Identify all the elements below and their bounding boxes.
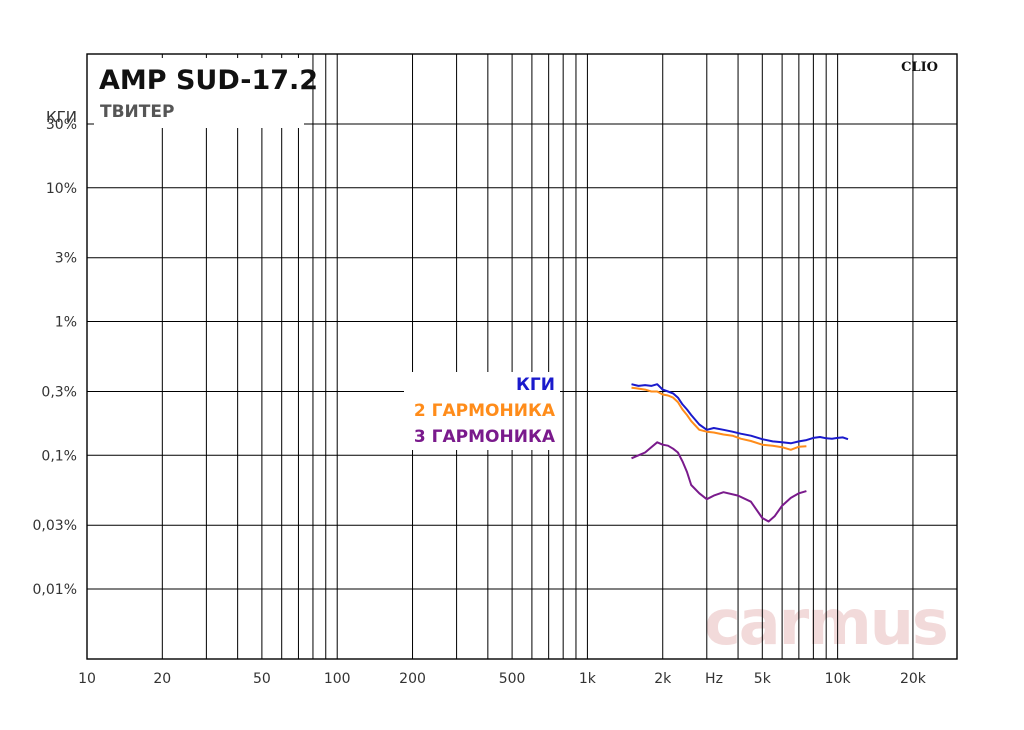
y-tick-label: 0,3% — [41, 384, 77, 400]
axis-ticks: 10 20 50 100 200 500 1k 2k 5k 10k 20k 30% 10% 3% 1% 0,3… — [33, 117, 927, 687]
series-line — [631, 383, 849, 445]
legend-item: 2 ГАРМОНИКА — [414, 401, 556, 421]
x-tick-label: 50 — [253, 671, 271, 687]
chart-subtitle: ТВИТЕР — [100, 102, 174, 122]
chart-title: AMP SUD-17.2 — [99, 65, 318, 96]
watermark-text: carmus — [704, 586, 947, 659]
y-tick-label: 10% — [46, 181, 77, 197]
x-tick-label: 100 — [324, 671, 351, 687]
brand-label: CLIO — [901, 60, 938, 75]
legend-background — [404, 372, 560, 450]
legend-item: 3 ГАРМОНИКА — [414, 427, 556, 447]
series-line — [631, 386, 807, 451]
chart-grid — [86, 53, 958, 660]
x-tick-label: 20 — [153, 671, 171, 687]
y-tick-label: 30% — [46, 117, 77, 133]
y-tick-label: 0,01% — [33, 582, 77, 598]
series-lines — [631, 383, 849, 523]
y-tick-label: 1% — [55, 315, 77, 331]
plot-frame — [86, 53, 958, 660]
y-tick-label: 0,03% — [33, 518, 77, 534]
title-background — [94, 58, 304, 128]
chart-legend: КГИ 2 ГАРМОНИКА 3 ГАРМОНИКА — [404, 372, 560, 450]
legend-item: КГИ — [516, 375, 555, 395]
y-tick-label: 0,1% — [41, 448, 77, 464]
x-tick-label: 2k — [654, 671, 672, 687]
x-tick-label: 10k — [825, 671, 852, 687]
y-tick-label: 3% — [55, 251, 77, 267]
x-unit-label: Hz — [705, 671, 723, 687]
x-tick-label: 20k — [900, 671, 927, 687]
series-line — [631, 441, 807, 523]
y-axis-label: КГИ — [46, 108, 77, 126]
x-tick-label: 500 — [499, 671, 526, 687]
x-tick-label: 1k — [579, 671, 597, 687]
x-tick-label: 10 — [78, 671, 96, 687]
x-tick-label: 5k — [754, 671, 772, 687]
x-tick-label: 200 — [399, 671, 426, 687]
